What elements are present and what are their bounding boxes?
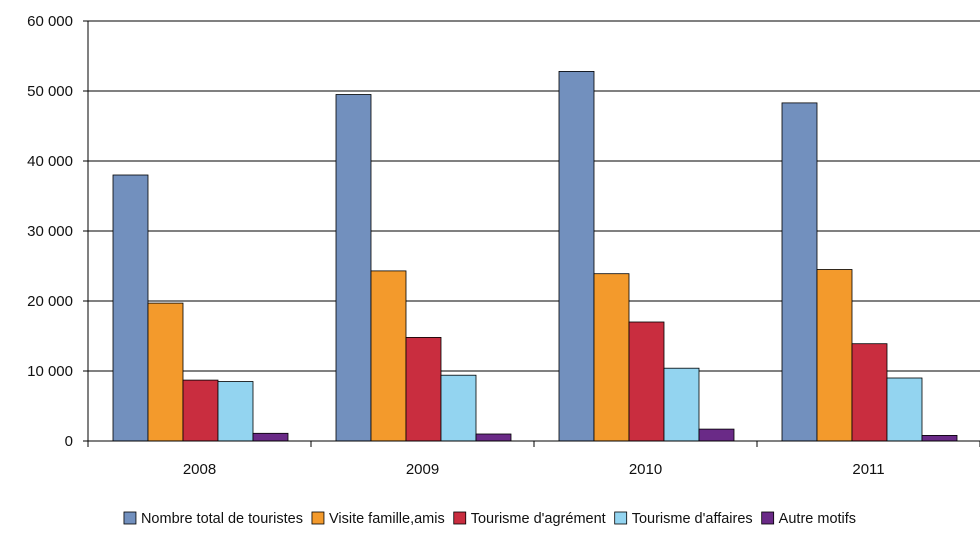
bar xyxy=(921,434,958,442)
legend-item: Tourisme d'agrément xyxy=(453,511,606,527)
y-tick-label: 50 000 xyxy=(27,83,73,100)
legend-label: Nombre total de touristes xyxy=(141,511,303,527)
legend-label: Visite famille,amis xyxy=(329,511,445,527)
legend-swatch xyxy=(123,511,137,525)
bar xyxy=(112,174,149,442)
y-tick-label: 20 000 xyxy=(27,293,73,310)
bar xyxy=(147,302,184,442)
legend-item: Nombre total de touristes xyxy=(123,511,303,527)
y-tick-label: 30 000 xyxy=(27,223,73,240)
x-axis-labels: 2008 2009 2010 2011 xyxy=(183,461,885,478)
bar xyxy=(335,94,372,442)
bar xyxy=(475,433,512,442)
legend-swatch xyxy=(761,511,775,525)
y-tick-label: 40 000 xyxy=(27,153,73,170)
bar xyxy=(405,336,442,442)
y-tick-label: 60 000 xyxy=(27,13,73,30)
bar xyxy=(663,367,700,442)
bar xyxy=(851,343,888,442)
bars xyxy=(112,71,958,442)
legend-label: Tourisme d'affaires xyxy=(632,511,753,527)
bar xyxy=(698,428,735,442)
legend-swatch xyxy=(453,511,467,525)
legend: Nombre total de touristes Visite famille,… xyxy=(123,511,856,527)
bar xyxy=(217,381,254,442)
bar xyxy=(558,71,595,442)
bar xyxy=(440,374,477,442)
bar xyxy=(252,432,289,442)
x-tick-label: 2011 xyxy=(852,461,884,478)
bar xyxy=(628,321,665,442)
legend-label: Tourisme d'agrément xyxy=(471,511,606,527)
axes xyxy=(83,20,980,447)
x-tick-label: 2009 xyxy=(406,461,439,478)
x-tick-label: 2010 xyxy=(629,461,662,478)
y-axis-labels: 0 10 000 20 000 30 000 40 000 50 000 60 000 xyxy=(27,13,73,450)
legend-swatch xyxy=(311,511,325,525)
bar xyxy=(781,102,818,442)
legend-item: Tourisme d'affaires xyxy=(614,511,753,527)
legend-swatch xyxy=(614,511,628,525)
legend-label: Autre motifs xyxy=(779,511,856,527)
bar xyxy=(593,273,630,442)
bar xyxy=(816,269,853,442)
legend-item: Autre motifs xyxy=(761,511,856,527)
y-tick-label: 10 000 xyxy=(27,363,73,380)
bar xyxy=(370,270,407,442)
bar xyxy=(886,377,923,442)
legend-item: Visite famille,amis xyxy=(311,511,445,527)
bar xyxy=(182,379,219,442)
x-tick-label: 2008 xyxy=(183,461,216,478)
y-tick-label: 0 xyxy=(65,433,73,450)
